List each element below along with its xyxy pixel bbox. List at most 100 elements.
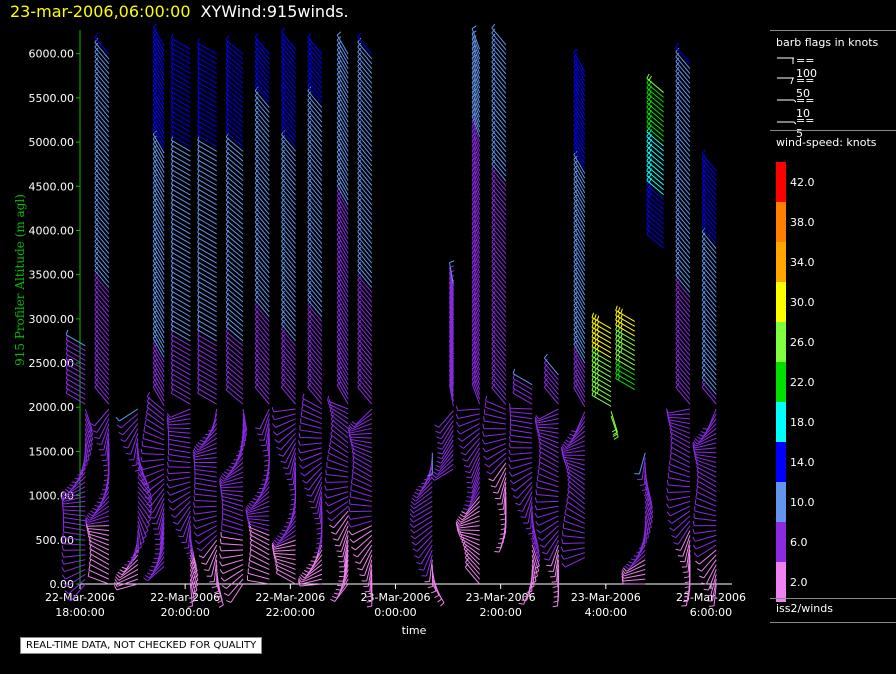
- wind-barb: [197, 125, 217, 138]
- wind-barb: [471, 47, 481, 69]
- wind-barb-flag: [94, 37, 99, 43]
- wind-barb-flag: [254, 37, 259, 43]
- wind-barb: [307, 129, 323, 147]
- wind-barb: [675, 182, 691, 201]
- wind-barb-flag: [471, 346, 477, 350]
- wind-barb-flag: [669, 423, 672, 430]
- wind-barb: [471, 193, 481, 215]
- wind-barb: [197, 280, 217, 293]
- wind-barb: [675, 66, 691, 84]
- wind-barb: [307, 182, 323, 201]
- wind-barb: [152, 250, 165, 271]
- wind-barb: [573, 66, 586, 87]
- wind-barb: [254, 90, 270, 108]
- wind-barb-flag: [701, 339, 706, 344]
- wind-barb: [563, 552, 585, 560]
- wind-barb: [120, 413, 139, 429]
- wind-barb: [197, 110, 217, 123]
- wind-barb: [307, 275, 323, 293]
- wind-barb-flag: [281, 276, 285, 281]
- wind-barb-flag: [254, 285, 259, 291]
- wind-barb-flag: [307, 300, 312, 305]
- wind-barb: [94, 372, 110, 390]
- title-name: XYWind:915winds.: [200, 2, 349, 21]
- wind-barb: [449, 374, 454, 397]
- wind-barb: [471, 315, 481, 337]
- wind-barb: [573, 358, 586, 378]
- wind-barb-flag: [357, 178, 362, 184]
- wind-barb-flag: [145, 524, 150, 529]
- wind-barb: [169, 481, 191, 489]
- wind-barb: [171, 193, 191, 206]
- wind-barb: [146, 401, 165, 417]
- wind-barb: [646, 184, 664, 200]
- wind-barb: [116, 578, 139, 587]
- wind-barb: [307, 250, 323, 269]
- wind-barb-flag: [307, 71, 312, 77]
- wind-barb-flag: [90, 422, 95, 427]
- wind-barb: [336, 355, 349, 376]
- wind-barb-flag: [471, 205, 477, 209]
- wind-barb-flag: [290, 498, 296, 501]
- wind-barb: [357, 100, 373, 118]
- wind-barb-flag: [529, 585, 535, 589]
- wind-barb-flag: [62, 574, 66, 580]
- wind-barb: [225, 204, 244, 220]
- wind-barb: [281, 197, 296, 215]
- wind-barb: [340, 569, 349, 591]
- wind-barb: [471, 383, 481, 405]
- wind-barb-flag: [307, 174, 312, 179]
- wind-barb: [307, 382, 323, 400]
- wind-barb: [491, 304, 507, 323]
- wind-barb: [197, 295, 217, 308]
- wind-barb: [307, 314, 323, 332]
- wind-barb-flag: [307, 212, 312, 218]
- wind-barb: [357, 275, 373, 293]
- wind-barb-flag: [94, 91, 99, 96]
- wind-barb: [159, 517, 165, 540]
- wind-barb-flag: [94, 305, 99, 310]
- wind-barb: [490, 457, 507, 475]
- wind-barb-flag: [534, 565, 540, 569]
- wind-barb: [701, 367, 717, 386]
- wind-barb-flag: [471, 258, 477, 263]
- wind-barb: [281, 357, 296, 376]
- wind-barb: [701, 241, 717, 259]
- wind-barb: [331, 505, 349, 522]
- wind-barb-flag: [281, 285, 285, 291]
- wind-barb: [278, 428, 296, 443]
- wind-barb-flag: [88, 565, 91, 571]
- wind-barb-flag: [626, 563, 631, 567]
- wind-barb: [307, 75, 323, 94]
- wind-barb-flag: [491, 315, 496, 320]
- wind-barb-flag: [701, 169, 706, 174]
- wind-barb-flag: [254, 246, 259, 252]
- wind-barb: [336, 83, 349, 103]
- wind-barb: [263, 418, 270, 441]
- wind-barb-flag: [113, 585, 118, 591]
- wind-barb: [65, 387, 86, 400]
- wind-barb-flag: [357, 329, 362, 335]
- wind-barb-flag: [221, 513, 224, 519]
- wind-barb-flag: [491, 67, 496, 73]
- wind-barb-flag: [281, 91, 285, 96]
- wind-barb: [491, 66, 507, 85]
- wind-barb-flag: [675, 232, 680, 237]
- wind-barb-flag: [263, 454, 269, 457]
- x-tick-label: 23-Mar-2006: [571, 591, 641, 604]
- wind-barb-flag: [701, 334, 706, 339]
- wind-barb-flag: [491, 330, 496, 335]
- wind-barb: [357, 231, 373, 249]
- wind-barb-flag: [534, 504, 538, 510]
- wind-barb-flag: [241, 435, 247, 438]
- wind-barb: [336, 59, 349, 79]
- wind-barb: [624, 564, 646, 575]
- barb-legend-10-label: == 10: [796, 94, 815, 120]
- wind-barb-flag: [307, 383, 312, 388]
- wind-barb-flag: [508, 442, 511, 448]
- wind-barb-flag: [483, 455, 488, 460]
- wind-barb-flag: [222, 473, 227, 478]
- wind-barb-flag: [701, 290, 706, 296]
- wind-barb: [292, 462, 297, 485]
- wind-barb: [281, 105, 296, 123]
